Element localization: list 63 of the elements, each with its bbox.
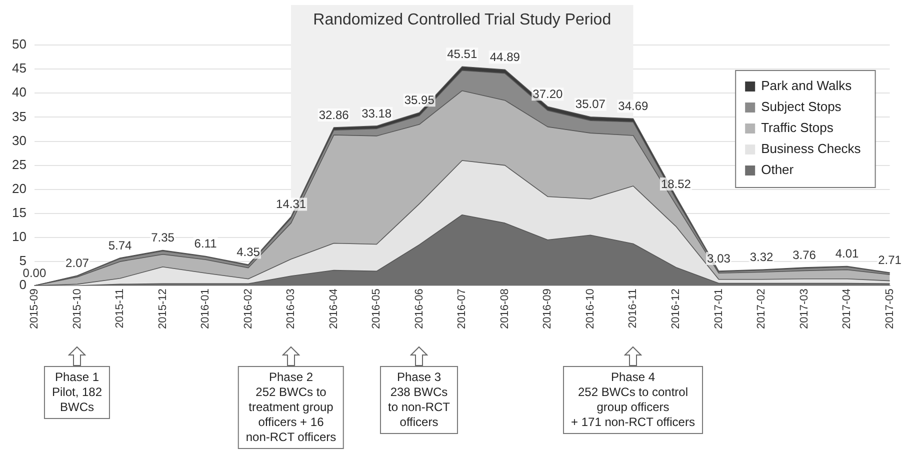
total-label: 34.69	[618, 98, 649, 113]
total-label: 7.35	[151, 230, 175, 245]
y-tick-label: 15	[12, 205, 26, 220]
total-label: 4.01	[835, 246, 860, 261]
x-tick-label: 2015-12	[156, 288, 169, 330]
legend-label: Park and Walks	[761, 78, 852, 94]
legend-label: Traffic Stops	[761, 120, 834, 136]
total-label: 44.89	[490, 50, 520, 64]
total-label: 3.03	[707, 251, 731, 266]
total-label: 45.51	[447, 46, 478, 61]
x-tick-label: 2016-04	[328, 288, 340, 330]
legend-label: Other	[761, 162, 794, 178]
x-tick-label: 2017-02	[756, 288, 768, 330]
band-label: Randomized Controlled Trial Study Period	[313, 11, 612, 28]
x-tick-label: 2016-07	[456, 288, 468, 330]
y-tick-label: 25	[12, 156, 26, 172]
text: Phase 2 252 BWCs to treatment group officers + 16 non-RCT officers	[238, 366, 344, 449]
x-tick-label: 2017-05	[884, 288, 896, 330]
x-tick-label: 2016-11	[627, 288, 640, 328]
x-tick-label: 2017-04	[841, 288, 854, 330]
text: Phase 1 Pilot, 182 BWCs	[44, 366, 110, 419]
x-tick-label: 2016-01	[200, 288, 212, 330]
y-tick-label: 50	[12, 36, 26, 52]
y-tick-label: 5	[19, 253, 26, 268]
y-tick-label: 35	[12, 108, 26, 124]
total-label: 35.07	[575, 97, 606, 112]
x-tick-label: 2016-12	[670, 288, 682, 330]
legend-label: Business Checks	[761, 141, 862, 156]
y-tick-label: 10	[12, 229, 26, 244]
x-tick-label: 2017-03	[798, 288, 810, 330]
x-tick-label: 2016-06	[413, 288, 426, 330]
legend-label: Subject Stops	[761, 99, 842, 114]
total-label: 37.20	[532, 86, 564, 101]
total-label: 3.32	[750, 250, 774, 264]
total-label: 2.07	[66, 256, 90, 270]
y-tick-label: 20	[12, 180, 26, 196]
total-label: 18.52	[660, 176, 692, 191]
total-label: 14.31	[276, 197, 306, 212]
x-tick-label: 2015-10	[71, 288, 84, 330]
total-label: 35.95	[404, 92, 435, 107]
total-label: 0.00	[22, 266, 46, 280]
y-tick-label: 30	[12, 132, 26, 148]
x-tick-label: 2015-09	[28, 288, 40, 330]
total-label: 3.76	[792, 248, 816, 262]
total-label: 32.86	[318, 108, 350, 122]
y-tick-label: 40	[12, 84, 26, 100]
total-label: 5.74	[108, 238, 132, 252]
total-label: 2.71	[878, 252, 902, 267]
text: Phase 4 252 BWCs to control group officers + 171 non-RCT officers	[563, 366, 703, 434]
text: Phase 3 238 BWCs to non-RCT officers	[380, 366, 458, 434]
total-label: 33.18	[362, 106, 392, 120]
x-tick-label: 2016-05	[370, 288, 383, 330]
total-label: 4.35	[236, 245, 260, 260]
y-tick-label: 45	[12, 60, 26, 76]
x-tick-label: 2016-02	[242, 288, 254, 330]
x-tick-label: 2015-11	[114, 288, 126, 328]
x-tick-label: 2016-03	[285, 288, 298, 330]
y-tick-label: 0	[19, 277, 26, 292]
x-tick-label: 2016-08	[498, 288, 511, 330]
total-label: 6.11	[194, 236, 218, 251]
x-tick-label: 2016-10	[584, 288, 596, 330]
x-tick-label: 2016-09	[542, 288, 554, 330]
x-tick-label: 2017-01	[712, 288, 725, 330]
